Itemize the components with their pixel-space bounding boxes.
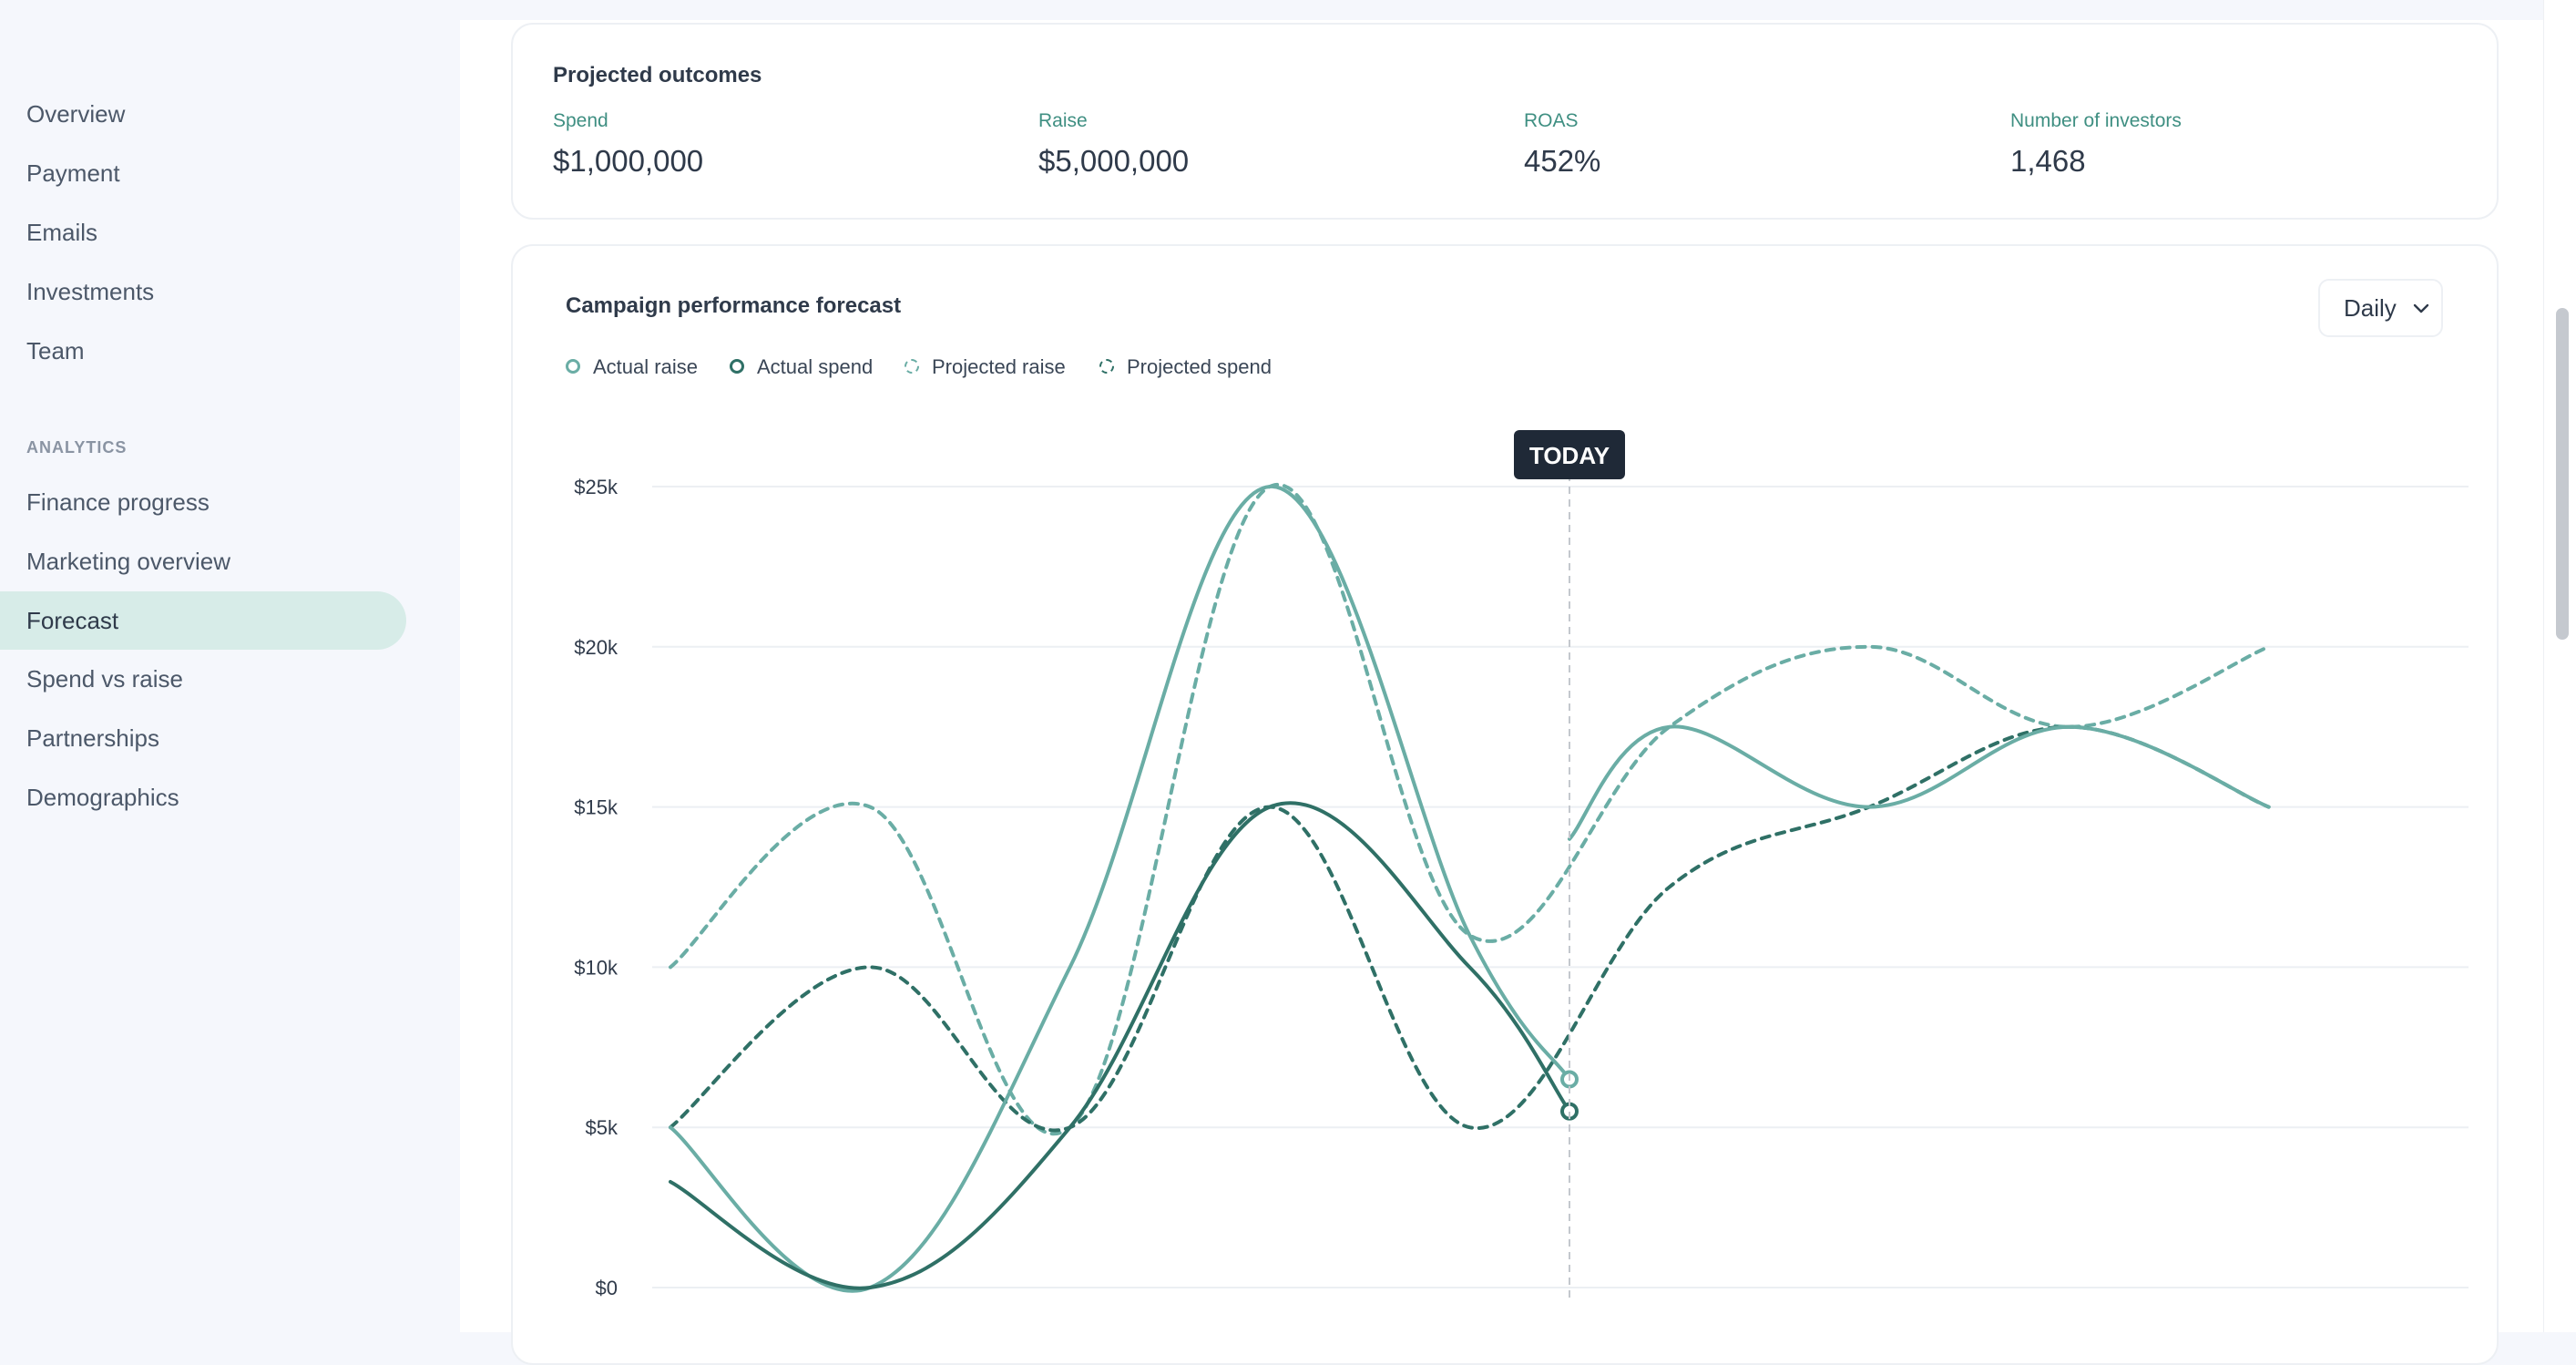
projected-outcomes-title: Projected outcomes xyxy=(553,63,762,87)
chevron-down-icon xyxy=(2413,303,2429,313)
series-line-actual-spend xyxy=(669,801,1571,1290)
stat-value-raise: $5,000,000 xyxy=(1038,144,1190,178)
period-dropdown[interactable]: Daily xyxy=(2318,279,2443,337)
legend-actual-raise: Actual raise xyxy=(566,354,698,381)
period-dropdown-value: Daily xyxy=(2344,294,2397,322)
y-tick-label: $20k xyxy=(574,636,618,659)
series-line-projected-raise xyxy=(669,482,2271,1136)
analytics-section-label: ANALYTICS xyxy=(26,438,128,457)
sidebar-item-emails[interactable]: Emails xyxy=(0,203,406,262)
stat-label-spend: Spend xyxy=(553,110,608,131)
legend-label: Projected spend xyxy=(1127,355,1272,378)
sidebar-item-finance-progress[interactable]: Finance progress xyxy=(0,473,406,531)
stat-label-raise: Raise xyxy=(1038,110,1088,131)
legend-label: Actual raise xyxy=(593,355,698,378)
sidebar-item-label: Spend vs raise xyxy=(26,665,183,693)
sidebar-item-investments[interactable]: Investments xyxy=(0,262,406,321)
series-line-projected-spend xyxy=(669,724,2271,1133)
today-badge xyxy=(1514,430,1625,479)
legend-swatch xyxy=(905,359,919,374)
legend-label: Projected raise xyxy=(932,355,1066,378)
forecast-chart: $0 $5k $10k $15k $20k $25k TODAY xyxy=(574,430,2469,1303)
forecast-title: Campaign performance forecast xyxy=(566,293,902,318)
y-tick-label: $5k xyxy=(586,1116,618,1139)
y-tick-label: $25k xyxy=(574,476,618,498)
scrollbar-thumb[interactable] xyxy=(2556,308,2569,640)
legend-label: Actual spend xyxy=(757,355,874,378)
legend-swatch xyxy=(566,359,580,374)
y-tick-label: $0 xyxy=(596,1277,618,1299)
stat-label-roas: ROAS xyxy=(1524,110,1579,131)
sidebar-item-marketing-overview[interactable]: Marketing overview xyxy=(0,532,406,590)
legend-projected-raise: Projected raise xyxy=(905,354,1066,381)
sidebar-item-label: Partnerships xyxy=(26,724,159,752)
stat-value-roas: 452% xyxy=(1524,144,1601,178)
series-line-actual-raise xyxy=(669,484,1571,1293)
sidebar-item-label: Team xyxy=(26,337,85,364)
projected-outcomes-card xyxy=(511,23,2499,220)
sidebar-item-label: Forecast xyxy=(26,607,119,634)
sidebar-item-overview[interactable]: Overview xyxy=(0,85,406,143)
sidebar-item-label: Emails xyxy=(26,219,98,246)
stat-label-investors: Number of investors xyxy=(2010,110,2182,131)
y-tick-label: $15k xyxy=(574,796,618,819)
legend-actual-spend: Actual spend xyxy=(730,354,873,381)
sidebar-item-spend-vs-raise[interactable]: Spend vs raise xyxy=(0,650,406,708)
sidebar-item-label: Payment xyxy=(26,159,120,187)
sidebar-item-label: Marketing overview xyxy=(26,548,230,575)
sidebar-item-label: Demographics xyxy=(26,784,179,811)
scrollbar-track[interactable] xyxy=(2543,0,2576,1332)
legend-projected-spend: Projected spend xyxy=(1099,354,1272,381)
series-line-projected-raise-solid xyxy=(1568,724,2271,841)
sidebar-item-label: Finance progress xyxy=(26,488,210,516)
sidebar-item-partnerships[interactable]: Partnerships xyxy=(0,709,406,767)
stat-value-spend: $1,000,000 xyxy=(553,144,704,178)
legend-swatch xyxy=(730,359,744,374)
y-tick-label: $10k xyxy=(574,956,618,979)
sidebar-item-payment[interactable]: Payment xyxy=(0,144,406,202)
sidebar-item-label: Overview xyxy=(26,100,126,128)
top-strip xyxy=(460,0,2543,20)
sidebar-item-demographics[interactable]: Demographics xyxy=(0,768,406,826)
sidebar: Overview Payment Emails Investments Team… xyxy=(0,0,460,1332)
legend-swatch xyxy=(1099,359,1114,374)
stat-value-investors: 1,468 xyxy=(2010,144,2086,178)
today-label: TODAY xyxy=(1529,442,1610,469)
sidebar-item-forecast[interactable]: Forecast xyxy=(0,591,406,650)
sidebar-item-label: Investments xyxy=(26,278,155,305)
sidebar-item-team[interactable]: Team xyxy=(0,322,406,380)
